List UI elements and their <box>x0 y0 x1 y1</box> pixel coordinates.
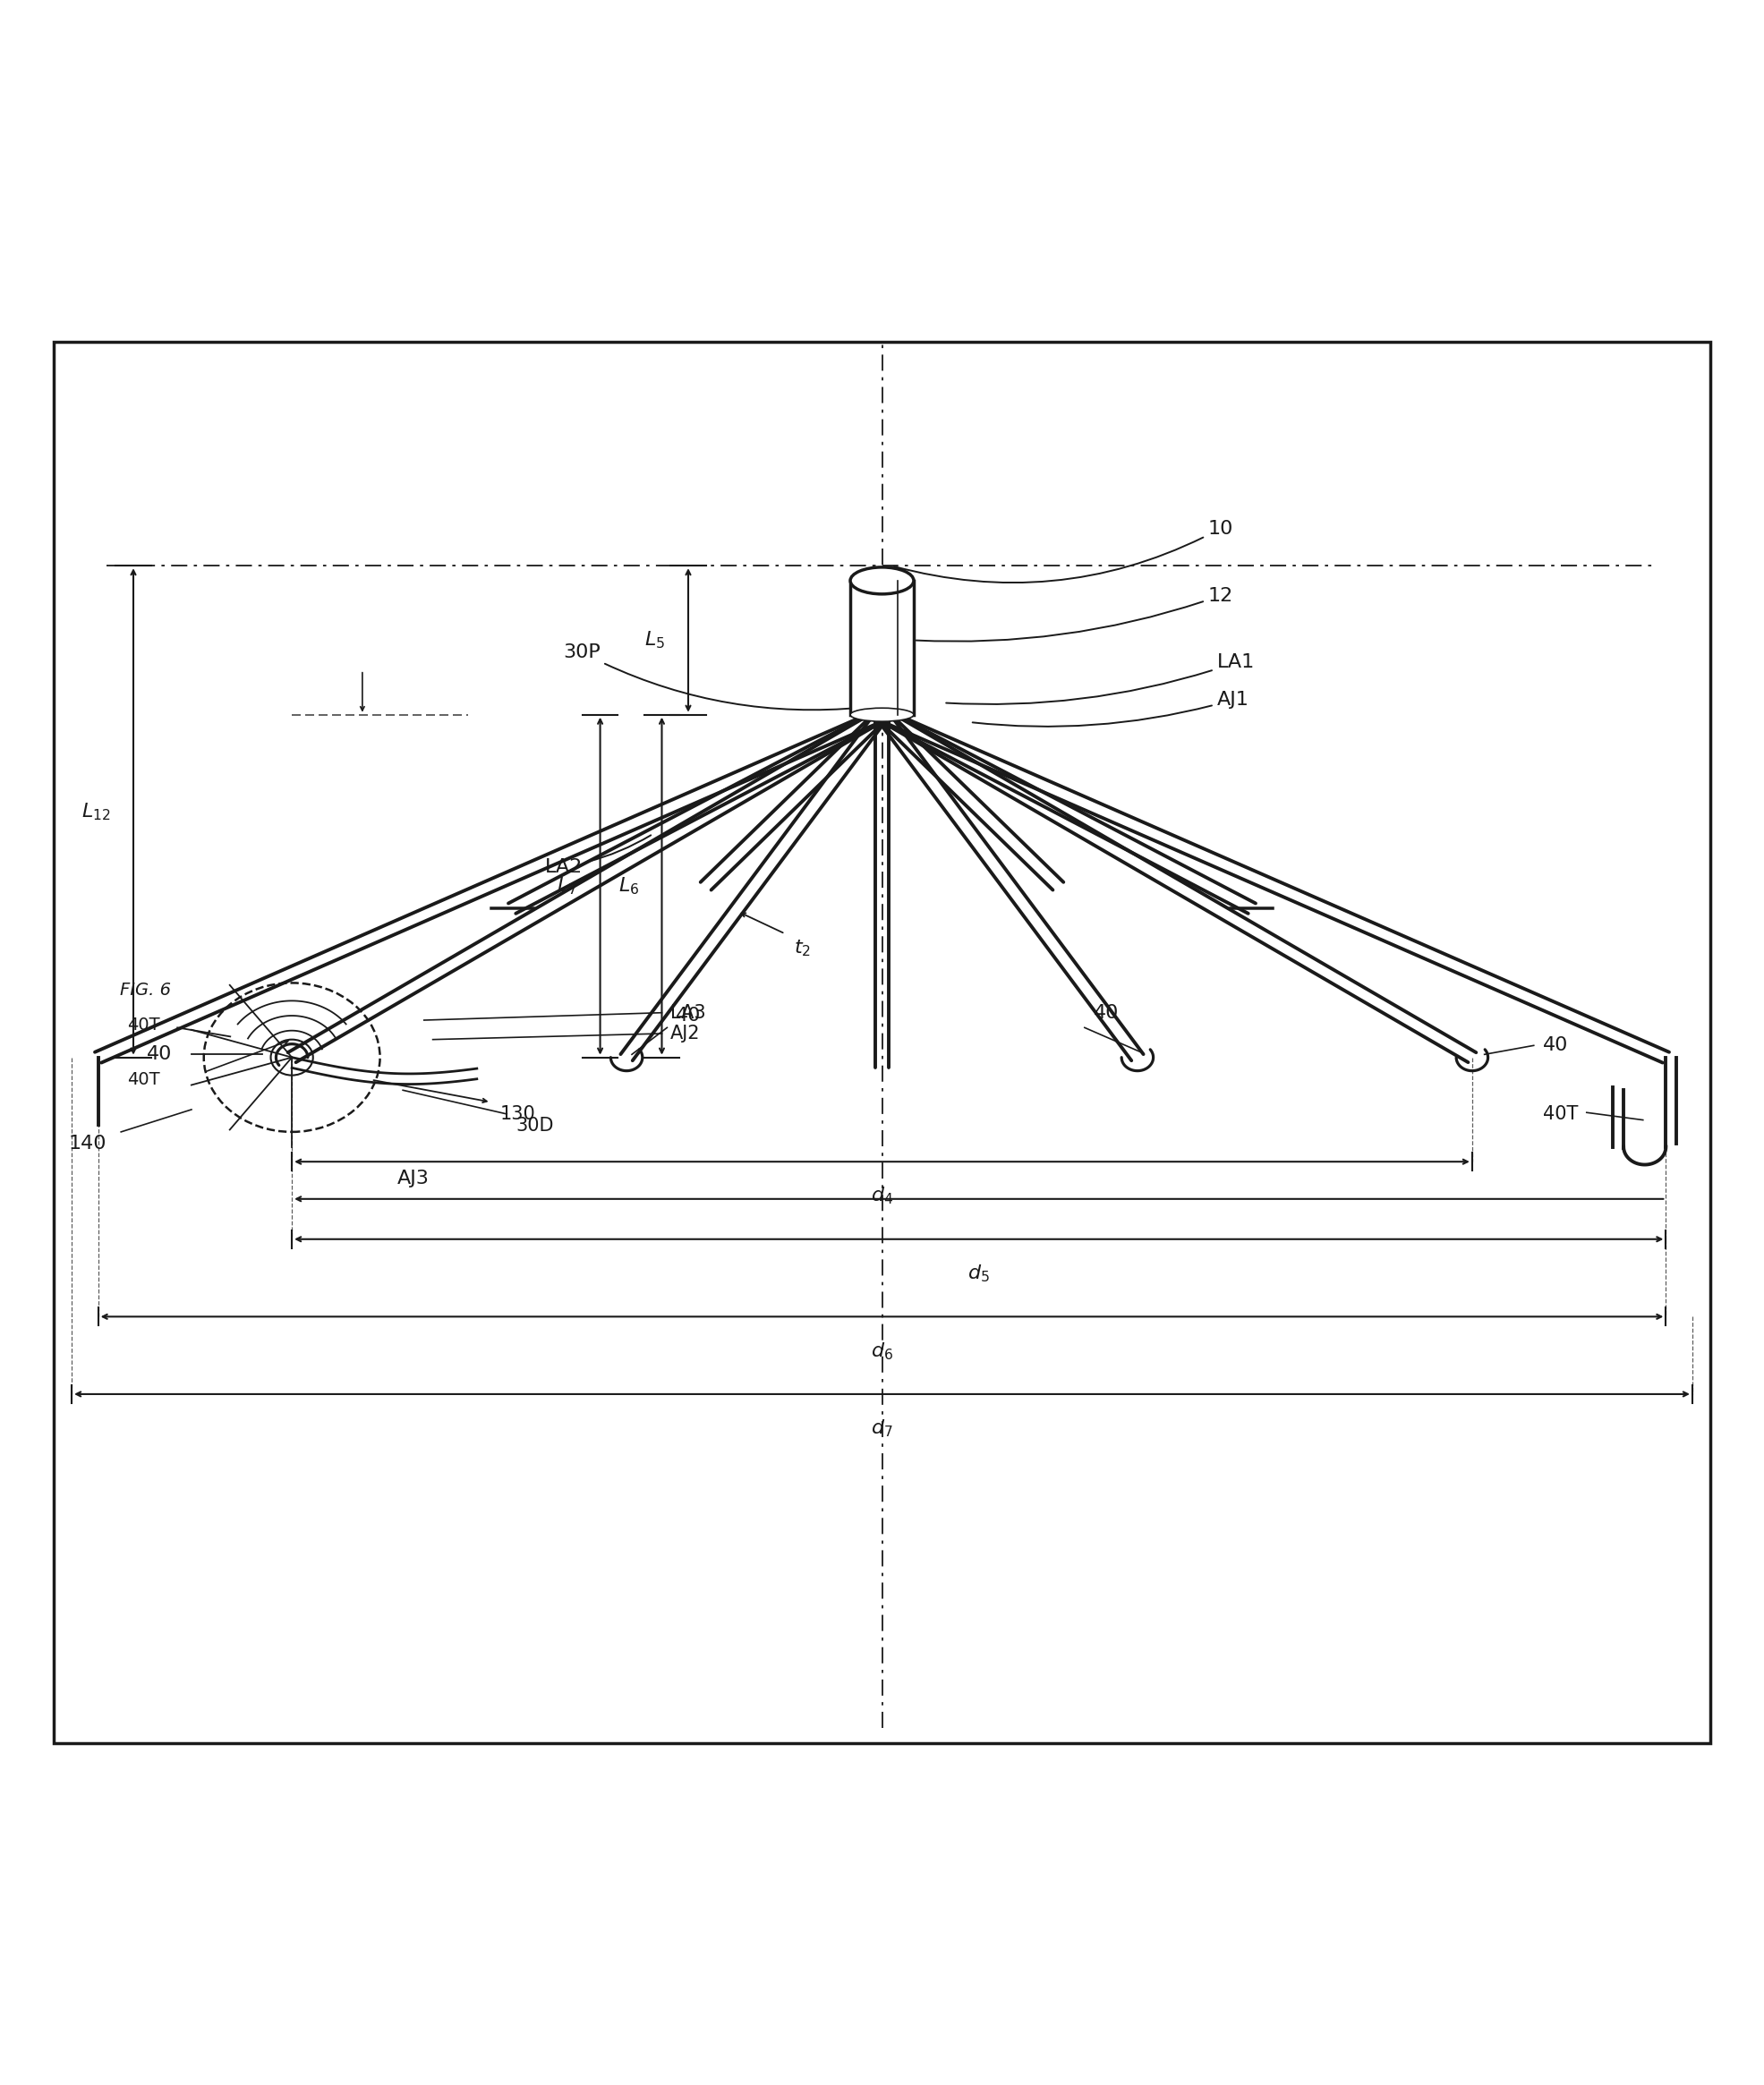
Text: AJ3: AJ3 <box>397 1170 430 1186</box>
Text: 30D: 30D <box>515 1118 554 1134</box>
Text: 40T: 40T <box>127 1015 161 1034</box>
Text: AJ1: AJ1 <box>972 690 1249 726</box>
Bar <box>850 580 914 715</box>
Text: LA2: LA2 <box>545 836 651 876</box>
Text: 40: 40 <box>676 1007 702 1024</box>
Text: AJ2: AJ2 <box>670 1024 700 1042</box>
Text: LA1: LA1 <box>946 653 1254 705</box>
Text: $d_5$: $d_5$ <box>968 1264 990 1284</box>
Text: 40: 40 <box>1094 1003 1118 1022</box>
Text: 10: 10 <box>894 519 1233 582</box>
Text: 140: 140 <box>69 1134 108 1153</box>
Text: 40: 40 <box>146 1045 173 1063</box>
Text: $L_{12}$: $L_{12}$ <box>81 801 111 821</box>
Ellipse shape <box>850 709 914 721</box>
Text: 130: 130 <box>499 1105 534 1124</box>
Ellipse shape <box>850 567 914 594</box>
Text: 12: 12 <box>916 586 1233 642</box>
Text: 40T: 40T <box>127 1072 161 1088</box>
Text: 40T: 40T <box>1542 1105 1577 1124</box>
Text: $L_5$: $L_5$ <box>644 630 665 651</box>
Text: $t_2$: $t_2$ <box>794 938 811 959</box>
Text: $d_4$: $d_4$ <box>871 1186 893 1207</box>
Text: $d_7$: $d_7$ <box>871 1418 893 1439</box>
Text: $d_6$: $d_6$ <box>871 1341 893 1362</box>
Text: 40: 40 <box>1542 1036 1568 1055</box>
Text: FIG. 6: FIG. 6 <box>120 982 171 999</box>
Text: $L_7$: $L_7$ <box>557 876 577 897</box>
Text: 30P: 30P <box>563 642 863 709</box>
Text: LA3: LA3 <box>670 1003 706 1022</box>
Text: $L_6$: $L_6$ <box>617 876 639 897</box>
